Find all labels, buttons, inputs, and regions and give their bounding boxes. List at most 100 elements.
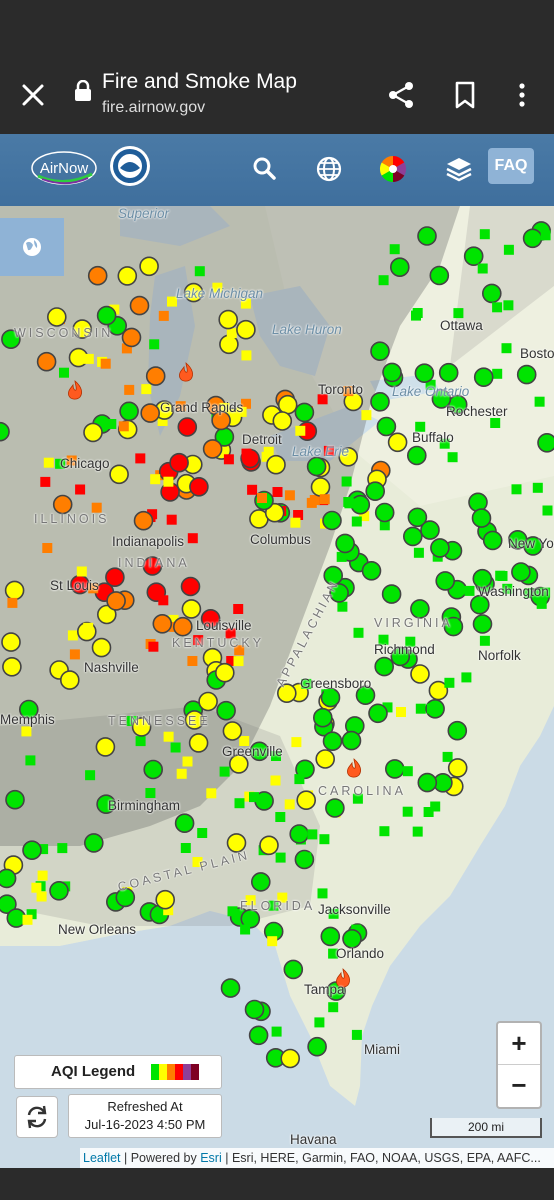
aqi-sensor-marker[interactable] bbox=[497, 571, 508, 581]
aqi-sensor-marker[interactable] bbox=[389, 244, 400, 255]
aqi-monitor-marker[interactable] bbox=[220, 978, 241, 998]
aqi-sensor-marker[interactable] bbox=[426, 703, 437, 714]
aqi-monitor-marker[interactable] bbox=[430, 538, 450, 558]
aqi-sensor-marker[interactable] bbox=[42, 543, 53, 553]
refresh-button[interactable] bbox=[16, 1096, 58, 1138]
aqi-monitor-marker[interactable] bbox=[322, 731, 343, 752]
aqi-sensor-marker[interactable] bbox=[163, 476, 174, 487]
aqi-sensor-marker[interactable] bbox=[223, 454, 234, 465]
aqi-sensor-marker[interactable] bbox=[352, 793, 363, 804]
aqi-sensor-marker[interactable] bbox=[192, 857, 203, 867]
aqi-sensor-marker[interactable] bbox=[379, 826, 390, 837]
aqi-monitor-marker[interactable] bbox=[155, 889, 175, 910]
aqi-sensor-marker[interactable] bbox=[293, 510, 304, 520]
aqi-monitor-marker[interactable] bbox=[97, 604, 117, 625]
aqi-monitor-marker[interactable] bbox=[36, 351, 57, 372]
search-icon[interactable] bbox=[248, 152, 282, 186]
aqi-sensor-marker[interactable] bbox=[542, 505, 553, 516]
aqi-monitor-marker[interactable] bbox=[469, 594, 490, 615]
aqi-sensor-marker[interactable] bbox=[412, 308, 423, 318]
aqi-monitor-marker[interactable] bbox=[402, 526, 423, 547]
aqi-monitor-marker[interactable] bbox=[0, 868, 17, 889]
aqi-sensor-marker[interactable] bbox=[261, 451, 272, 462]
aqi-monitor-marker[interactable] bbox=[361, 560, 382, 581]
aqi-monitor-marker[interactable] bbox=[236, 319, 256, 340]
aqi-sensor-marker[interactable] bbox=[83, 353, 94, 364]
aqi-monitor-marker[interactable] bbox=[180, 576, 201, 597]
aqi-monitor-marker[interactable] bbox=[249, 741, 270, 762]
aqi-sensor-marker[interactable] bbox=[447, 452, 458, 463]
aqi-sensor-marker[interactable] bbox=[295, 425, 306, 436]
aqi-sensor-marker[interactable] bbox=[479, 635, 490, 646]
aqi-sensor-marker[interactable] bbox=[328, 1002, 339, 1013]
aqi-monitor-marker[interactable] bbox=[277, 394, 298, 415]
aqi-monitor-marker[interactable] bbox=[145, 366, 166, 386]
aqi-sensor-marker[interactable] bbox=[301, 852, 312, 863]
aqi-monitor-marker[interactable] bbox=[83, 422, 103, 443]
aqi-monitor-marker[interactable] bbox=[447, 720, 468, 741]
aqi-monitor-marker[interactable] bbox=[211, 410, 231, 431]
aqi-sensor-marker[interactable] bbox=[194, 266, 205, 277]
aqi-sensor-marker[interactable] bbox=[257, 493, 267, 503]
aqi-sensor-marker[interactable] bbox=[439, 438, 450, 449]
aqi-monitor-marker[interactable] bbox=[335, 533, 355, 554]
aqi-monitor-marker[interactable] bbox=[295, 759, 315, 780]
aqi-monitor-marker[interactable] bbox=[410, 599, 430, 619]
aqi-sensor-marker[interactable] bbox=[540, 230, 551, 241]
aqi-sensor-marker[interactable] bbox=[168, 614, 179, 625]
aqi-sensor-marker[interactable] bbox=[271, 1026, 282, 1037]
aqi-monitor-marker[interactable] bbox=[376, 416, 397, 437]
aqi-sensor-marker[interactable] bbox=[26, 909, 37, 920]
aqi-sensor-marker[interactable] bbox=[239, 736, 250, 746]
aqi-monitor-marker[interactable] bbox=[338, 447, 359, 467]
aqi-monitor-marker[interactable] bbox=[218, 309, 238, 330]
aqi-monitor-marker[interactable] bbox=[184, 710, 205, 730]
aqi-sensor-marker[interactable] bbox=[225, 628, 236, 639]
aqi-monitor-marker[interactable] bbox=[46, 307, 67, 327]
aqi-sensor-marker[interactable] bbox=[453, 308, 464, 319]
aqi-sensor-marker[interactable] bbox=[67, 630, 78, 641]
aqi-monitor-marker[interactable] bbox=[276, 683, 297, 704]
aqi-legend-toggle[interactable]: AQI Legend bbox=[14, 1055, 222, 1089]
aqi-monitor-marker[interactable] bbox=[312, 707, 333, 728]
aqi-sensor-marker[interactable] bbox=[21, 726, 32, 737]
aqi-sensor-marker[interactable] bbox=[234, 798, 245, 809]
aqi-sensor-marker[interactable] bbox=[447, 618, 458, 629]
aqi-sensor-marker[interactable] bbox=[66, 455, 77, 466]
aqi-sensor-marker[interactable] bbox=[209, 401, 220, 412]
fire-icon[interactable] bbox=[68, 380, 82, 400]
aqi-sensor-marker[interactable] bbox=[40, 476, 51, 487]
aqi-monitor-marker[interactable] bbox=[131, 717, 152, 737]
aqi-monitor-marker[interactable] bbox=[105, 567, 125, 588]
aqi-monitor-marker[interactable] bbox=[60, 670, 80, 690]
locate-me-button[interactable] bbox=[0, 218, 64, 276]
aqi-monitor-marker[interactable] bbox=[329, 583, 349, 603]
aqi-monitor-marker[interactable] bbox=[472, 614, 493, 634]
aqi-monitor-marker[interactable] bbox=[438, 362, 459, 383]
aqi-monitor-marker[interactable] bbox=[115, 887, 136, 908]
aqi-monitor-marker[interactable] bbox=[91, 637, 112, 658]
aqi-monitor-marker[interactable] bbox=[447, 758, 468, 778]
aqi-sensor-marker[interactable] bbox=[402, 766, 413, 777]
aqi-sensor-marker[interactable] bbox=[226, 328, 237, 339]
aqi-sensor-marker[interactable] bbox=[319, 834, 330, 845]
aqi-sensor-marker[interactable] bbox=[118, 421, 129, 432]
aqi-sensor-marker[interactable] bbox=[88, 583, 99, 594]
aqi-sensor-marker[interactable] bbox=[141, 384, 152, 395]
aqi-monitor-marker[interactable] bbox=[183, 282, 204, 303]
aqi-sensor-marker[interactable] bbox=[270, 775, 281, 786]
aqi-sensor-marker[interactable] bbox=[536, 598, 547, 609]
aqi-sensor-marker[interactable] bbox=[415, 421, 426, 432]
aqi-monitor-marker[interactable] bbox=[272, 411, 293, 431]
aqi-monitor-marker[interactable] bbox=[229, 754, 249, 774]
aqi-monitor-marker[interactable] bbox=[119, 401, 139, 422]
aqi-monitor-marker[interactable] bbox=[390, 646, 411, 667]
aqi-monitor-marker[interactable] bbox=[307, 1036, 327, 1057]
aqi-sensor-marker[interactable] bbox=[59, 367, 69, 378]
aqi-sensor-marker[interactable] bbox=[170, 742, 181, 753]
aqi-sensor-marker[interactable] bbox=[37, 870, 48, 881]
aqi-sensor-marker[interactable] bbox=[275, 812, 286, 822]
aqi-sensor-marker[interactable] bbox=[306, 497, 317, 508]
aqi-sensor-marker[interactable] bbox=[268, 900, 279, 911]
aqi-monitor-marker[interactable] bbox=[189, 476, 209, 497]
